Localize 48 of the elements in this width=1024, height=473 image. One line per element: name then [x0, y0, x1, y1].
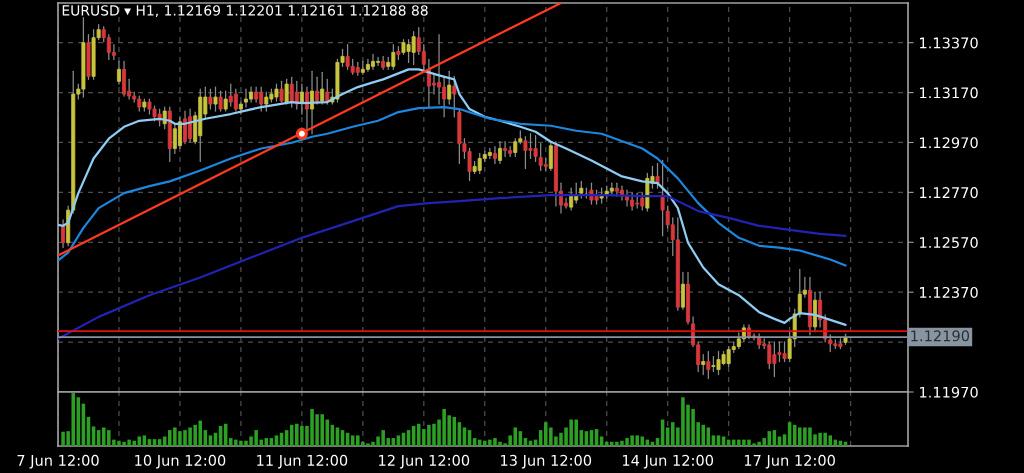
candlestick [680, 271, 685, 310]
y-tick-label: 1.13370 [920, 37, 978, 49]
candlestick [325, 78, 330, 105]
candlestick [177, 116, 182, 150]
ref-line-label: 1.12190 [911, 330, 970, 342]
x-tick-label: 10 Jun 12:00 [135, 454, 226, 469]
candlestick [299, 83, 304, 115]
candlestick [304, 86, 309, 132]
candlestick [569, 187, 574, 211]
candlestick [223, 90, 228, 112]
candlestick [548, 141, 553, 172]
x-tick-label: 12 Jun 12:00 [379, 454, 470, 469]
candlestick [498, 141, 503, 165]
candlestick [61, 219, 66, 249]
x-tick-label: 14 Jun 12:00 [622, 454, 714, 469]
line-series [58, 68, 847, 326]
x-tick-label: 7 Jun 12:00 [17, 454, 99, 469]
candlestick [183, 110, 188, 145]
candlestick [218, 90, 223, 112]
candlestick [233, 88, 238, 112]
candlestick [315, 76, 320, 105]
candlestick [447, 70, 452, 105]
candlestick [452, 75, 457, 118]
line-series [58, 105, 847, 267]
candlestick [706, 350, 711, 380]
x-tick-label: 11 Jun 12:00 [257, 454, 348, 469]
candlestick [492, 146, 497, 165]
candlestick [213, 86, 218, 112]
y-tick-label: 1.12970 [920, 137, 978, 149]
y-tick-label: 1.12370 [920, 286, 978, 298]
candlestick [284, 78, 289, 105]
x-tick-label: 13 Jun 12:00 [501, 454, 592, 469]
x-tick-label: 17 Jun 12:00 [744, 454, 835, 469]
candlestick [320, 71, 325, 105]
y-tick-label: 1.11970 [920, 386, 978, 398]
candlestick [487, 147, 492, 160]
y-tick-label: 1.12770 [920, 187, 978, 199]
chart-title: EURUSD ▾ H1, 1.12169 1.12201 1.12161 1.12188 88 [62, 5, 428, 18]
candlestick [208, 88, 213, 110]
line-series [58, 194, 847, 340]
candlestick [701, 353, 706, 376]
y-tick-label: 1.13170 [920, 87, 978, 99]
candlestick [655, 162, 660, 189]
candlestick [279, 80, 284, 103]
candlestick [503, 141, 508, 158]
y-tick-label: 1.12570 [920, 237, 978, 249]
candlestick [310, 70, 315, 135]
candlestick [116, 60, 121, 85]
